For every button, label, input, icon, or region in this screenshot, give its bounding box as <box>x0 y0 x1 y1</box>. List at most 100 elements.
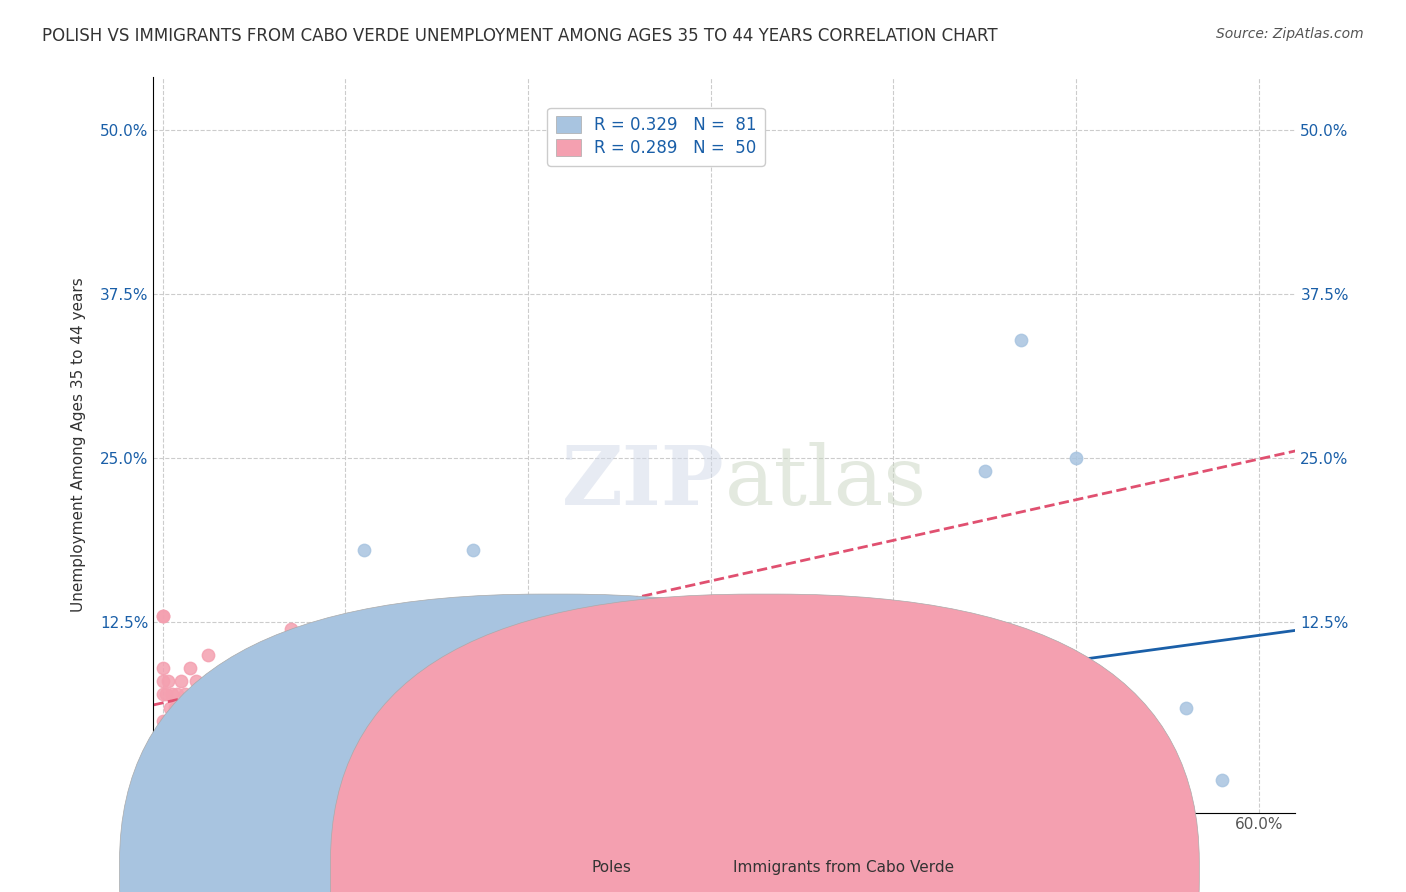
Point <box>170 700 193 714</box>
Point <box>239 766 262 780</box>
Point <box>159 714 181 728</box>
Point <box>215 772 238 787</box>
Point <box>280 772 302 787</box>
Text: ZIP: ZIP <box>562 442 724 522</box>
Point <box>371 753 394 767</box>
Point <box>755 772 778 787</box>
Point <box>207 766 229 780</box>
Point <box>882 772 904 787</box>
Point <box>298 687 321 701</box>
Point <box>1174 700 1197 714</box>
Point <box>238 779 260 793</box>
Point <box>162 714 184 728</box>
Point <box>188 714 211 728</box>
Point <box>207 772 229 787</box>
Point <box>160 753 183 767</box>
Point <box>262 674 284 689</box>
Point <box>316 766 339 780</box>
Point <box>157 772 180 787</box>
Point <box>225 700 247 714</box>
Point <box>936 622 959 636</box>
Legend: R = 0.329   N =  81, R = 0.289   N =  50: R = 0.329 N = 81, R = 0.289 N = 50 <box>547 108 765 166</box>
Point <box>167 714 190 728</box>
Y-axis label: Unemployment Among Ages 35 to 44 years: Unemployment Among Ages 35 to 44 years <box>72 277 86 613</box>
Point <box>155 714 177 728</box>
Point <box>1211 772 1233 787</box>
Point <box>335 622 357 636</box>
Point <box>152 608 174 623</box>
Point <box>325 772 347 787</box>
Point <box>973 464 995 478</box>
Point <box>155 687 177 701</box>
Point <box>152 687 174 701</box>
Point <box>252 753 274 767</box>
Point <box>173 687 195 701</box>
Point <box>252 772 274 787</box>
Point <box>202 674 225 689</box>
Point <box>280 622 302 636</box>
Point <box>207 700 229 714</box>
Point <box>183 766 205 780</box>
Point <box>152 674 174 689</box>
Point <box>219 779 242 793</box>
Point <box>207 674 229 689</box>
Point <box>160 687 183 701</box>
Point <box>202 779 225 793</box>
Point <box>197 766 219 780</box>
Point <box>270 772 292 787</box>
Text: Source: ZipAtlas.com: Source: ZipAtlas.com <box>1216 27 1364 41</box>
Point <box>845 772 868 787</box>
Point <box>176 772 198 787</box>
Point <box>160 772 183 787</box>
Text: POLISH VS IMMIGRANTS FROM CABO VERDE UNEMPLOYMENT AMONG AGES 35 TO 44 YEARS CORR: POLISH VS IMMIGRANTS FROM CABO VERDE UNE… <box>42 27 998 45</box>
Point <box>184 779 207 793</box>
Point <box>170 766 193 780</box>
Point <box>426 772 449 787</box>
Point <box>554 772 576 787</box>
Point <box>298 772 321 787</box>
Text: Poles: Poles <box>592 861 631 875</box>
Point <box>188 766 211 780</box>
Point <box>700 772 723 787</box>
Point <box>463 543 485 558</box>
Point <box>155 766 177 780</box>
Point <box>179 779 201 793</box>
Point <box>176 753 198 767</box>
Point <box>371 772 394 787</box>
Point <box>159 700 181 714</box>
Point <box>173 766 195 780</box>
Point <box>307 772 329 787</box>
Point <box>170 714 193 728</box>
Point <box>792 772 814 787</box>
Point <box>160 714 183 728</box>
Point <box>166 714 188 728</box>
Point <box>166 772 188 787</box>
Point <box>1064 451 1087 466</box>
Point <box>157 714 180 728</box>
Point <box>167 753 190 767</box>
Point <box>191 687 214 701</box>
Point <box>170 772 193 787</box>
Point <box>183 714 205 728</box>
Point <box>517 772 540 787</box>
Text: Immigrants from Cabo Verde: Immigrants from Cabo Verde <box>733 861 955 875</box>
Point <box>179 772 201 787</box>
Point <box>233 772 256 787</box>
Point <box>609 747 631 761</box>
Point <box>173 714 195 728</box>
Point <box>160 779 183 793</box>
Point <box>353 772 375 787</box>
Point <box>184 674 207 689</box>
Point <box>426 753 449 767</box>
Point <box>197 700 219 714</box>
Point <box>157 674 180 689</box>
Point <box>191 779 214 793</box>
Point <box>335 772 357 787</box>
Point <box>165 714 187 728</box>
Point <box>176 714 198 728</box>
Point <box>262 772 284 787</box>
Point <box>243 687 266 701</box>
Point <box>179 661 201 675</box>
Point <box>170 674 193 689</box>
Point <box>225 661 247 675</box>
